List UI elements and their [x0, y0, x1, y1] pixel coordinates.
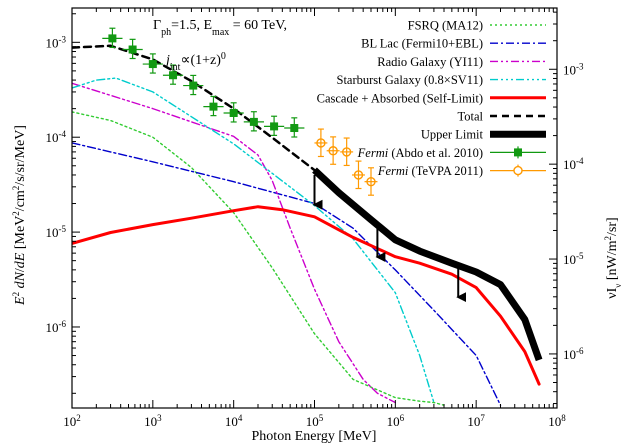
y-right-tick-label: 10-5	[563, 251, 584, 267]
series-points-fermi-tevpa-2011	[314, 128, 378, 196]
plot-frame	[71, 7, 558, 409]
series-line-radio-galaxy-yi11	[72, 82, 396, 404]
y-tick-label: 10-5	[46, 224, 67, 240]
data-point	[284, 117, 305, 138]
data-point	[162, 64, 184, 85]
y-axis-label: E2 dN/dE [MeV2/cm2/s/sr/MeV]	[11, 125, 28, 306]
x-tick-label: 106	[387, 413, 405, 429]
legend-label: Cascade + Absorbed (Self-Limit)	[317, 91, 483, 105]
data-point	[142, 53, 163, 74]
x-tick-label: 105	[306, 413, 324, 429]
y-tick-label: 10-4	[46, 129, 67, 145]
legend-entry: Radio Galaxy (YI11)	[377, 55, 546, 69]
data-point	[263, 115, 285, 136]
legend-entry: Starburst Galaxy (0.8×SV11)	[337, 73, 546, 87]
legend-label: Fermi (Abdo et al. 2010)	[357, 146, 483, 160]
legend-swatch	[490, 164, 546, 177]
data-point	[352, 160, 365, 190]
x-tick-label: 102	[63, 413, 81, 429]
x-tick-label: 107	[467, 413, 485, 429]
legend: FSRQ (MA12) BL Lac (Fermi10+EBL) Radio Gal…	[317, 19, 546, 178]
series-line-bl-lac-fermi10-ebl	[72, 142, 502, 406]
series-line-cascade-absorbed-self-limit	[72, 205, 541, 386]
y-right-tick-label: 10-4	[563, 156, 584, 172]
legend-label: Upper Limit	[421, 128, 484, 142]
y-right-tick-label: 10-3	[563, 61, 584, 77]
x-tick-label: 108	[548, 413, 566, 429]
series-line-fsrq-ma12	[72, 111, 445, 406]
legend-entry: Cascade + Absorbed (Self-Limit)	[317, 91, 546, 105]
plot-area	[72, 27, 543, 406]
data-point	[122, 38, 143, 60]
data-point	[223, 102, 244, 123]
axis-ticks: 102 103 104 105 106 107 108 10-3 10-4 10-5 10-6 10-…	[46, 8, 584, 429]
series-line-total	[72, 44, 316, 172]
legend-entry: FSRQ (MA12)	[408, 19, 546, 33]
legend-entry: Fermi (Abdo et al. 2010)	[357, 146, 546, 160]
series-points-fermi-abdo-et-al-2010	[102, 27, 305, 138]
data-point	[102, 27, 123, 48]
legend-entry: Total	[457, 110, 546, 124]
y-right-axis-label: νIν [nW/m2/sr]	[603, 217, 623, 298]
data-point	[364, 167, 378, 196]
x-axis-label: Photon Energy [MeV]	[252, 429, 377, 444]
y-tick-label: 10-3	[46, 34, 67, 50]
legend-entry: BL Lac (Fermi10+EBL)	[361, 37, 546, 51]
legend-label: FSRQ (MA12)	[408, 19, 483, 33]
annotation-params: Γph=1.5, Emax = 60 TeV,	[153, 18, 287, 38]
series-line-upper-limit	[312, 167, 543, 362]
y-right-tick-label: 10-6	[563, 346, 584, 362]
data-point	[183, 74, 204, 96]
legend-swatch	[490, 146, 546, 159]
legend-label: Radio Galaxy (YI11)	[377, 55, 483, 69]
legend-label: BL Lac (Fermi10+EBL)	[361, 37, 483, 51]
data-point	[314, 128, 328, 158]
legend-label: Starburst Galaxy (0.8×SV11)	[337, 73, 484, 87]
annotation-jint: jint∝(1+z)0	[164, 51, 226, 73]
data-point	[340, 137, 354, 167]
data-point	[203, 95, 224, 117]
legend-entry: Upper Limit	[421, 128, 546, 142]
x-tick-label: 103	[144, 413, 162, 429]
plot-series	[72, 27, 543, 406]
series-line-starburst-galaxy-0-8-sv11	[72, 77, 435, 404]
data-point	[243, 111, 264, 132]
x-tick-label: 104	[225, 413, 243, 429]
legend-entry: Fermi (TeVPA 2011)	[377, 164, 546, 178]
y-tick-label: 10-6	[46, 319, 67, 335]
data-point	[326, 136, 340, 165]
legend-label: Total	[457, 110, 483, 124]
legend-label: Fermi (TeVPA 2011)	[377, 164, 483, 178]
